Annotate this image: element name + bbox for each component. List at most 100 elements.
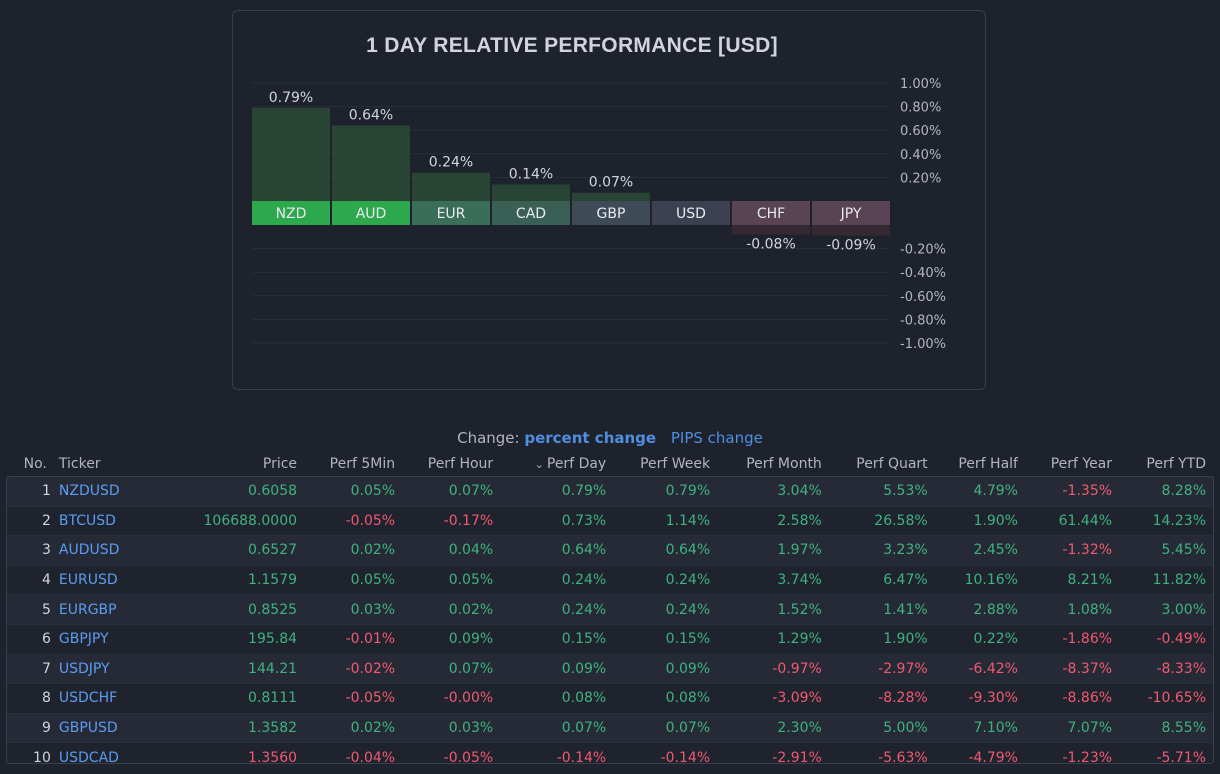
perf-5min-cell: 0.02% xyxy=(305,535,404,566)
perf-hour-cell: 0.07% xyxy=(403,653,502,684)
table-row[interactable]: 9 GBPUSD 1.3582 0.02% 0.03% 0.07% 0.07% 2.30% 5.… xyxy=(6,712,1214,743)
header-perf-day[interactable]: ⌄ Perf Day xyxy=(501,451,614,477)
table-row[interactable]: 8 USDCHF 0.8111 -0.05% -0.00% 0.08% 0.08% -3.09… xyxy=(6,683,1214,714)
perf-quart-cell: 26.58% xyxy=(829,505,936,536)
ticker-link[interactable]: NZDUSD xyxy=(54,476,154,507)
category-band xyxy=(412,201,490,225)
category-band xyxy=(812,201,890,225)
perf-ytd-cell: 14.23% xyxy=(1120,505,1214,536)
table-row[interactable]: 3 AUDUSD 0.6527 0.02% 0.04% 0.64% 0.64% 1.97% 3.… xyxy=(6,535,1214,566)
perf-quart-cell: 6.47% xyxy=(829,564,936,595)
ticker-link[interactable]: EURGBP xyxy=(54,594,154,625)
perf-half-cell: 2.45% xyxy=(935,535,1026,566)
category-label: JPY xyxy=(840,206,862,222)
perf-day-cell: 0.64% xyxy=(501,535,615,566)
perf-hour-cell: 0.04% xyxy=(403,535,502,566)
percent-change-toggle[interactable]: percent change xyxy=(524,429,657,447)
perf-month-cell: 2.30% xyxy=(718,712,830,743)
perf-ytd-cell: 5.45% xyxy=(1120,535,1214,566)
perf-5min-cell: 0.02% xyxy=(305,712,404,743)
perf-quart-cell: 3.23% xyxy=(829,535,936,566)
header-ticker[interactable]: Ticker xyxy=(58,455,101,472)
perf-month-cell: -0.97% xyxy=(718,653,830,684)
header-perf-half[interactable]: Perf Half xyxy=(958,455,1018,472)
perf-half-cell: -6.42% xyxy=(935,653,1026,684)
perf-day-cell: -0.14% xyxy=(501,742,615,772)
perf-month-cell: 2.58% xyxy=(718,505,830,536)
category-label: GBP xyxy=(597,206,626,222)
price-cell: 0.6058 xyxy=(153,476,306,507)
perf-ytd-cell: 11.82% xyxy=(1120,564,1214,595)
header-perf-month[interactable]: Perf Month xyxy=(746,455,822,472)
y-tick-label: -0.80% xyxy=(900,313,946,328)
bar-value-label: 0.07% xyxy=(589,175,633,191)
table-row[interactable]: 4 EURUSD 1.1579 0.05% 0.05% 0.24% 0.24% 3.74% 6.… xyxy=(6,564,1214,595)
y-tick-label: 1.00% xyxy=(900,77,941,92)
category-band xyxy=(652,201,730,225)
perf-month-cell: -2.91% xyxy=(718,742,830,772)
category-label: USD xyxy=(676,206,706,222)
header-perf-quart[interactable]: Perf Quart xyxy=(856,455,928,472)
bar-value-label: 0.79% xyxy=(269,90,313,106)
price-cell: 144.21 xyxy=(153,653,306,684)
perf-half-cell: 2.88% xyxy=(935,594,1026,625)
perf-month-cell: 1.29% xyxy=(718,623,830,655)
perf-year-cell: -1.32% xyxy=(1025,535,1121,566)
perf-hour-cell: 0.02% xyxy=(403,594,502,625)
table-row[interactable]: 6 GBPJPY 195.84 -0.01% 0.09% 0.15% 0.15% 1.29% 1… xyxy=(6,623,1214,655)
price-cell: 1.3582 xyxy=(153,712,306,743)
perf-week-cell: 0.79% xyxy=(614,476,719,507)
header-no[interactable]: No. xyxy=(23,455,47,472)
ticker-link[interactable]: EURUSD xyxy=(54,564,154,595)
price-cell: 106688.0000 xyxy=(153,505,306,536)
perf-week-cell: 0.09% xyxy=(614,653,719,684)
perf-year-cell: 7.07% xyxy=(1025,712,1121,743)
perf-day-cell: 0.15% xyxy=(501,623,615,655)
category-band xyxy=(332,201,410,225)
perf-hour-cell: 0.09% xyxy=(403,623,502,655)
perf-half-cell: 1.90% xyxy=(935,505,1026,536)
ticker-link[interactable]: USDCHF xyxy=(54,683,154,714)
table-row[interactable]: 5 EURGBP 0.8525 0.03% 0.02% 0.24% 0.24% 1.52% 1.… xyxy=(6,594,1214,625)
ticker-link[interactable]: GBPUSD xyxy=(54,712,154,743)
perf-half-cell: -4.79% xyxy=(935,742,1026,772)
perf-half-cell: 10.16% xyxy=(935,564,1026,595)
row-number: 8 xyxy=(6,683,55,714)
table-body: 1 NZDUSD 0.6058 0.05% 0.07% 0.79% 0.79% 3.04% 5.… xyxy=(6,476,1214,772)
bar xyxy=(572,192,650,201)
perf-hour-cell: 0.07% xyxy=(403,476,502,507)
perf-month-cell: 3.04% xyxy=(718,476,830,507)
header-perf-week[interactable]: Perf Week xyxy=(640,455,711,472)
table-row[interactable]: 2 BTCUSD 106688.0000 -0.05% -0.17% 0.73% 1.14%… xyxy=(6,505,1214,536)
perf-hour-cell: -0.05% xyxy=(403,742,502,772)
y-tick-label: 0.40% xyxy=(900,148,941,163)
ticker-link[interactable]: USDCAD xyxy=(54,742,154,772)
price-cell: 1.1579 xyxy=(153,564,306,595)
perf-quart-cell: -8.28% xyxy=(829,683,936,714)
performance-bar-chart: 1.00% 0.80% 0.60% 0.40% 0.20% -0.20% -0.40% -0.… xyxy=(252,77,946,352)
price-cell: 195.84 xyxy=(153,623,306,655)
table-row[interactable]: 10 USDCAD 1.3560 -0.04% -0.05% -0.14% -0.14% -2… xyxy=(6,742,1214,772)
ticker-link[interactable]: BTCUSD xyxy=(54,505,154,536)
table-row[interactable]: 7 USDJPY 144.21 -0.02% 0.07% 0.09% 0.09% -0.97%… xyxy=(6,653,1214,684)
header-perf-ytd[interactable]: Perf YTD xyxy=(1146,455,1206,472)
bar-value-label: 0.64% xyxy=(349,107,393,123)
header-perf-year[interactable]: Perf Year xyxy=(1050,455,1113,472)
table-row[interactable]: 1 NZDUSD 0.6058 0.05% 0.07% 0.79% 0.79% 3.04% 5.… xyxy=(6,476,1214,507)
screener-table: No. Ticker Price Perf 5Min Perf Hour ⌄ Pe… xyxy=(6,451,1214,772)
ticker-link[interactable]: GBPJPY xyxy=(54,623,154,655)
perf-ytd-cell: 8.28% xyxy=(1120,476,1214,507)
perf-year-cell: 1.08% xyxy=(1025,594,1121,625)
ticker-link[interactable]: AUDUSD xyxy=(54,535,154,566)
ticker-link[interactable]: USDJPY xyxy=(54,653,154,684)
header-price[interactable]: Price xyxy=(262,455,298,472)
bar xyxy=(332,125,410,201)
pips-change-toggle[interactable]: PIPS change xyxy=(670,429,763,447)
perf-day-cell: 0.24% xyxy=(501,564,615,595)
row-number: 5 xyxy=(6,594,55,625)
perf-year-cell: -1.35% xyxy=(1025,476,1121,507)
header-perf-5min[interactable]: Perf 5Min xyxy=(329,455,396,472)
header-perf-hour[interactable]: Perf Hour xyxy=(427,455,494,472)
category-band xyxy=(492,201,570,225)
perf-ytd-cell: -8.33% xyxy=(1120,653,1214,684)
